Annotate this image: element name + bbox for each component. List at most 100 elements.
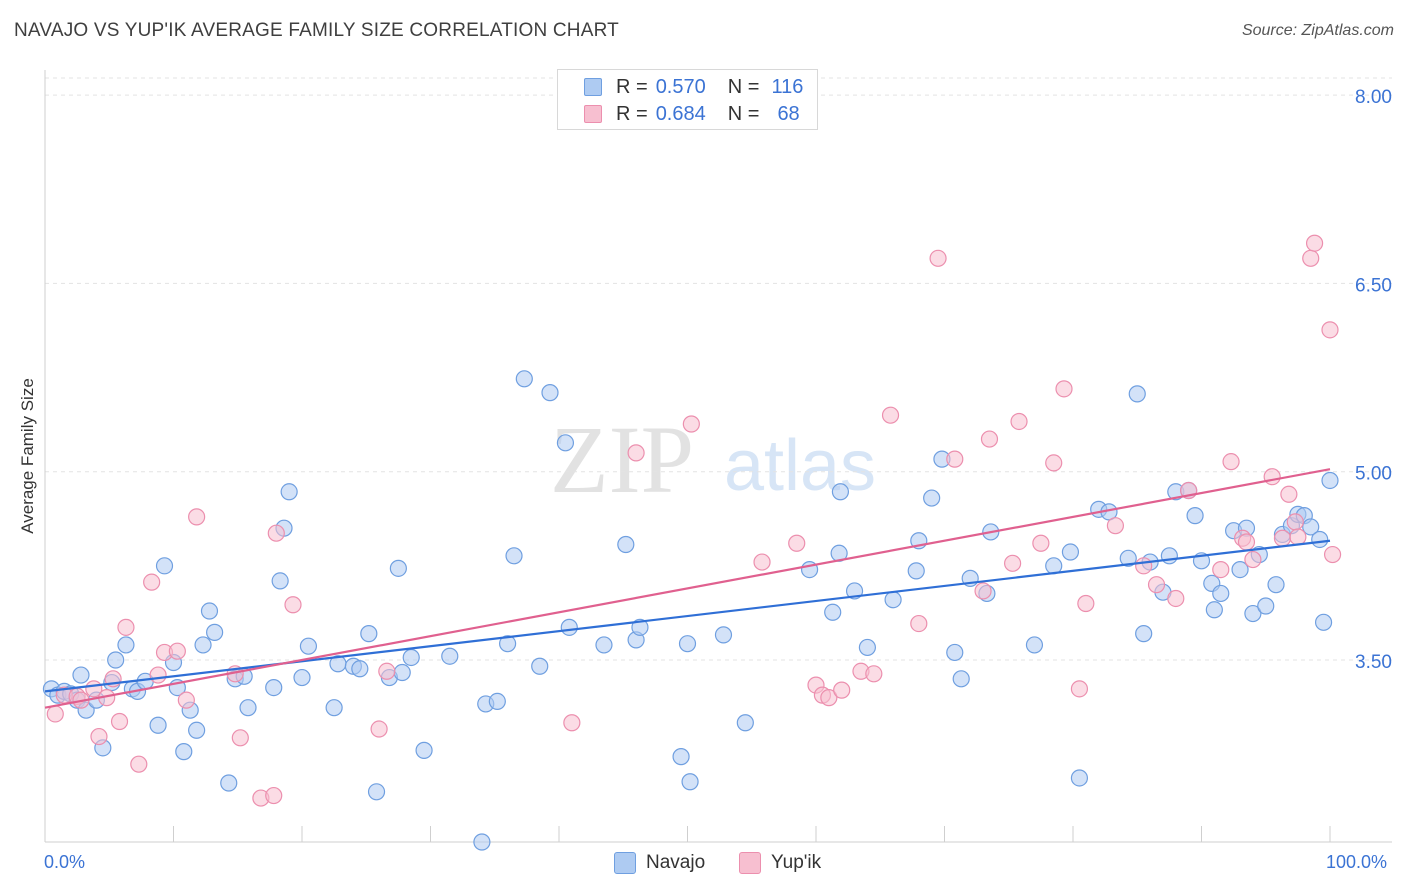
yupik-point — [117, 618, 135, 636]
y-tick-label: 8.00 — [1355, 87, 1392, 108]
chart-title: NAVAJO VS YUP'IK AVERAGE FAMILY SIZE COR… — [14, 20, 619, 41]
yupik-point — [1010, 412, 1028, 431]
navajo-point — [1205, 601, 1223, 619]
yupik-point — [865, 665, 883, 683]
navajo-point — [299, 637, 318, 655]
navajo-point — [1070, 769, 1089, 787]
navajo-point — [107, 651, 125, 669]
yupik-point — [1045, 454, 1063, 472]
yupik-point — [1070, 680, 1089, 698]
navajo-point — [280, 483, 298, 501]
yupik-point — [265, 786, 283, 805]
navajo-point — [271, 572, 289, 590]
yupik-points — [46, 234, 1342, 807]
navajo-point — [681, 773, 699, 791]
yupik-point — [1147, 576, 1166, 594]
watermark-atlas: atlas — [724, 426, 876, 506]
yupik-legend-label: Yup'ik — [771, 852, 822, 873]
navajo-point — [402, 648, 420, 667]
yupik-point — [231, 729, 249, 747]
yupik-point — [90, 727, 108, 746]
navajo-point — [560, 618, 578, 636]
navajo-point — [1231, 561, 1249, 579]
navajo-point — [1257, 597, 1275, 615]
legend-row-yupik: R = 0.684 N = 68 — [584, 101, 800, 127]
yupik-point — [1077, 594, 1095, 613]
yupik-point — [881, 406, 900, 424]
yupik-point — [1323, 545, 1342, 564]
source-credit: Source: ZipAtlas.com — [1241, 22, 1394, 39]
navajo-point — [499, 635, 517, 653]
navajo-point — [1212, 584, 1230, 603]
navajo-point — [946, 643, 964, 662]
legend-n-label: N = — [727, 102, 760, 125]
navajo-point — [1160, 547, 1178, 565]
navajo-point — [617, 535, 635, 554]
yupik-point — [1032, 534, 1050, 552]
navajo-point — [367, 783, 386, 801]
navajo-point — [149, 716, 167, 734]
navajo-point — [415, 741, 433, 759]
navajo-swatch — [584, 78, 602, 96]
yupik-point — [1055, 380, 1073, 398]
navajo-point — [175, 743, 193, 761]
legend-n-value: 68 — [777, 102, 800, 125]
navajo-point — [1135, 625, 1153, 643]
navajo-point — [194, 636, 212, 654]
yupik-point — [1302, 249, 1320, 267]
navajo-point — [265, 678, 283, 697]
yupik-point — [188, 508, 206, 526]
yupik-point — [149, 666, 167, 684]
bottom-legend-yupik: Yup'ik — [739, 852, 821, 874]
navajo-point — [1119, 549, 1137, 567]
yupik-point — [1135, 557, 1153, 575]
yupik-point — [682, 415, 700, 433]
y-tick-label: 5.00 — [1355, 464, 1392, 485]
navajo-point — [531, 657, 549, 675]
yupik-point — [1263, 468, 1281, 486]
yupik-point — [168, 642, 186, 660]
yupik-point — [1222, 453, 1240, 471]
navajo-point — [473, 833, 491, 851]
yupik-point — [143, 573, 161, 591]
navajo-point — [824, 603, 842, 621]
navajo-point — [1311, 530, 1329, 549]
yupik-point — [974, 582, 992, 600]
navajo-point — [678, 635, 697, 653]
yupik-trend-line — [44, 468, 1331, 709]
navajo-point — [488, 692, 506, 711]
navajo-point — [360, 625, 378, 643]
navajo-point — [884, 591, 902, 609]
yupik-point — [370, 720, 388, 738]
navajo-point — [714, 626, 733, 644]
navajo-point — [595, 636, 613, 654]
yupik-point — [788, 534, 806, 552]
yupik-point — [1280, 485, 1298, 503]
yupik-point — [1237, 533, 1256, 551]
navajo-point — [923, 489, 941, 507]
navajo-point — [389, 559, 407, 577]
yupik-point — [929, 249, 947, 267]
navajo-point — [1302, 518, 1320, 536]
legend-row-navajo: R = 0.570 N = 116 — [584, 74, 803, 100]
navajo-point — [393, 663, 411, 682]
yupik-point — [1167, 589, 1185, 608]
navajo-points — [42, 370, 1339, 851]
yupik-point — [833, 681, 851, 699]
y-tick-labels: 3.50 5.00 6.50 8.00 — [1355, 87, 1392, 673]
yupik-point — [1286, 513, 1304, 531]
yupik-point — [1273, 529, 1292, 547]
yupik-point — [1289, 528, 1307, 546]
x-tick-label-max: 100.0% — [1326, 852, 1388, 872]
navajo-legend-label: Navajo — [646, 852, 706, 873]
bottom-legend-navajo: Navajo — [614, 852, 705, 874]
navajo-point — [1244, 604, 1262, 623]
navajo-point — [325, 699, 343, 717]
navajo-point — [515, 370, 533, 388]
navajo-point — [155, 557, 174, 575]
yupik-point — [1212, 561, 1230, 579]
navajo-point — [1314, 613, 1333, 631]
navajo-point — [541, 384, 559, 402]
navajo-point — [1267, 576, 1285, 594]
